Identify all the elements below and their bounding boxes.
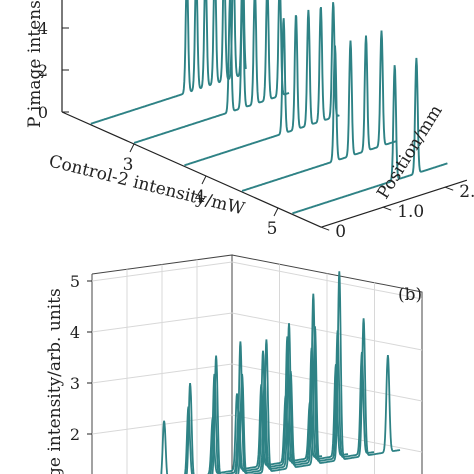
- panel-b-wall-right: [231, 254, 423, 474]
- panel-a-series-line: [184, 2, 340, 167]
- panel-b-series-line: [237, 271, 401, 474]
- panel-b-z-tick-label: 2: [70, 425, 80, 444]
- panel-b-z-axis-label: ge intensity/arb. units: [45, 288, 65, 474]
- panel-a-axes: [61, 0, 468, 231]
- panel-b-axes: [87, 254, 423, 474]
- panel-b-tag: (b): [398, 285, 422, 305]
- panel-b-z-tick-label: 3: [70, 374, 80, 393]
- panel-b-series-line: [211, 293, 375, 474]
- panel-a-y-axis-line: [321, 179, 468, 228]
- panel-a-z-tick-label: 4: [38, 19, 48, 38]
- panel-a-y-tick-label: 0: [335, 222, 346, 242]
- panel-a-y-tick-mark: [321, 226, 330, 231]
- panel-a-y-tick-mark: [445, 186, 454, 191]
- panel-a: 0 2 4 3 4 5 0 1.0 2.0 P image intens Control-2 i…: [25, 0, 474, 242]
- panel-a-z-tick-label: 0: [38, 103, 48, 122]
- panel-a-series-line: [241, 30, 398, 192]
- panel-b-z-tick-label: 4: [70, 323, 80, 342]
- panel-a-x-tick-label: 3: [123, 155, 134, 175]
- panel-a-z-axis-label: P image intens: [25, 0, 45, 128]
- panel-a-x-tick-label: 4: [195, 187, 206, 207]
- panel-a-curves: [90, 0, 448, 215]
- panel-a-x-tick-mark: [273, 207, 279, 217]
- panel-a-y-tick-label: 1.0: [397, 202, 424, 222]
- panel-a-x-tick-label: 5: [267, 219, 278, 239]
- panel-a-y-tick-mark: [383, 206, 392, 211]
- panel-b-series-line: [185, 336, 349, 474]
- panel-a-series-line: [90, 0, 247, 125]
- panel-a-ticks: 0 2 4 3 4 5 0 1.0 2.0: [38, 19, 474, 242]
- panel-a-z-tick-label: 2: [38, 61, 48, 80]
- panel-a-x-tick-mark: [201, 175, 207, 185]
- panel-a-series-line: [292, 57, 448, 215]
- panel-a-y-tick-label: 2.0: [459, 182, 474, 202]
- panel-a-series-line: [133, 0, 290, 144]
- panel-b: 2 3 4 5 ge intensity/arb. units (b): [45, 254, 423, 474]
- panel-a-x-tick-mark: [129, 143, 135, 153]
- panel-b-curves: [160, 271, 401, 474]
- panel-b-ticks: 2 3 4 5: [70, 272, 80, 444]
- panel-a-x-axis-label: Control-2 intensity/mW: [47, 151, 247, 219]
- panel-b-z-tick-label: 5: [70, 272, 80, 291]
